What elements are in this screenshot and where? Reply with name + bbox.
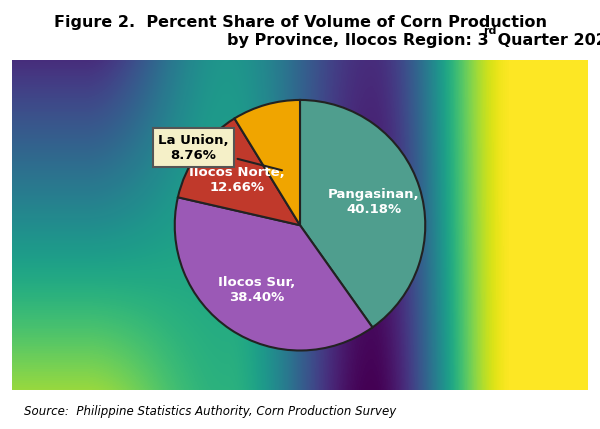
Text: Quarter 2024: Quarter 2024 — [492, 33, 600, 48]
Text: by Province, Ilocos Region: 3: by Province, Ilocos Region: 3 — [227, 33, 489, 48]
Wedge shape — [235, 100, 300, 225]
Text: La Union,
8.76%: La Union, 8.76% — [158, 133, 282, 170]
Wedge shape — [175, 197, 373, 350]
Text: Pangasinan,
40.18%: Pangasinan, 40.18% — [328, 187, 420, 216]
Text: Figure 2.  Percent Share of Volume of Corn Production: Figure 2. Percent Share of Volume of Cor… — [53, 15, 547, 30]
Text: rd: rd — [484, 26, 497, 36]
Text: Source:  Philippine Statistics Authority, Corn Production Survey: Source: Philippine Statistics Authority,… — [24, 405, 396, 418]
Wedge shape — [300, 100, 425, 327]
Wedge shape — [178, 118, 300, 225]
Text: Ilocos Sur,
38.40%: Ilocos Sur, 38.40% — [218, 276, 295, 304]
Text: Ilocos Norte,
12.66%: Ilocos Norte, 12.66% — [189, 166, 285, 194]
